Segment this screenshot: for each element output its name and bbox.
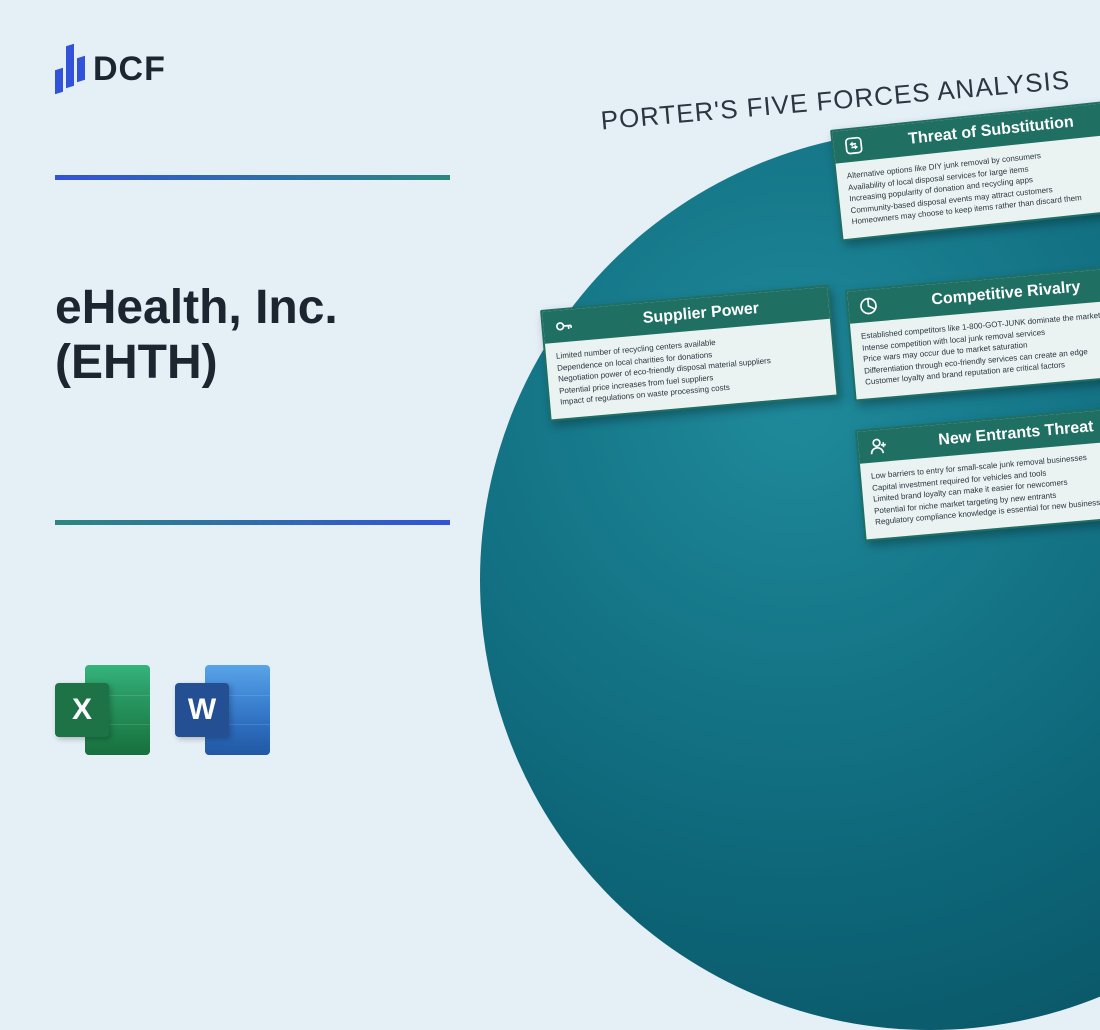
swap-icon	[843, 135, 865, 157]
divider-bottom	[55, 520, 450, 525]
page-title: eHealth, Inc. (EHTH)	[55, 280, 338, 390]
divider-top	[55, 175, 450, 180]
excel-letter: X	[55, 683, 109, 737]
word-letter: W	[175, 683, 229, 737]
logo-bars-icon	[55, 45, 85, 93]
logo: DCF	[55, 45, 166, 93]
title-line-2: (EHTH)	[55, 335, 338, 390]
background-circle	[480, 130, 1100, 1030]
user-add-icon	[868, 435, 890, 457]
title-line-1: eHealth, Inc.	[55, 280, 338, 335]
app-icons-row: X W	[55, 665, 270, 755]
pie-icon	[858, 295, 880, 317]
excel-icon[interactable]: X	[55, 665, 150, 755]
key-icon	[553, 315, 575, 337]
logo-text: DCF	[93, 50, 166, 89]
word-icon[interactable]: W	[175, 665, 270, 755]
